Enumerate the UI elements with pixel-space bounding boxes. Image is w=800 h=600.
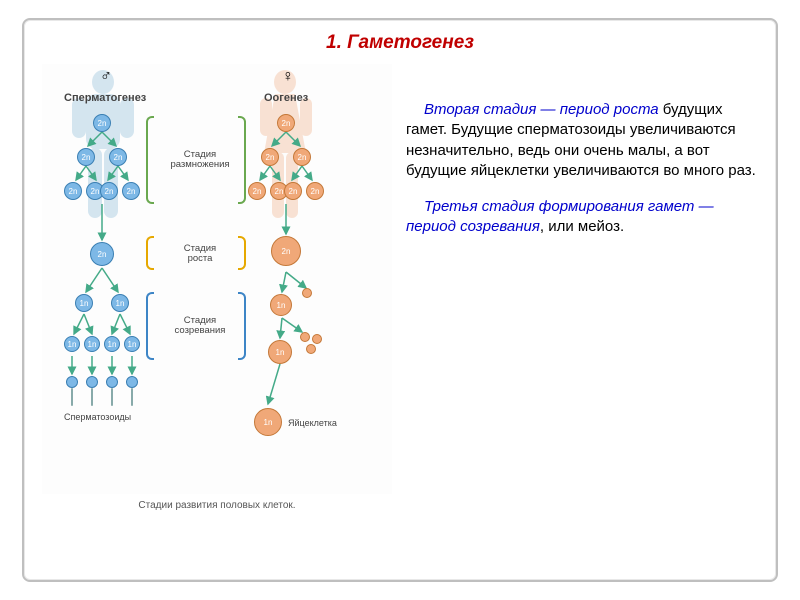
male-cell: 2n — [93, 114, 111, 132]
male-cell: 2n — [100, 182, 118, 200]
gametogenesis-diagram: ♂ ♀ Сперматогенез Оогенез — [42, 64, 392, 494]
male-cell: 1n — [75, 294, 93, 312]
sperm-tail — [91, 388, 93, 406]
text-column: Вторая стадия — период роста будущих гам… — [406, 64, 758, 511]
egg-cell: 1n — [254, 408, 282, 436]
male-cell: 2n — [77, 148, 95, 166]
slide-title: 1. Гаметогенез — [42, 32, 758, 54]
p2-rest: , или мейоз. — [540, 218, 624, 235]
male-cell: 2n — [109, 148, 127, 166]
male-symbol: ♂ — [100, 68, 112, 86]
polar-body — [312, 334, 322, 344]
sperm-tail — [71, 388, 73, 406]
male-column-label: Сперматогенез — [64, 92, 146, 104]
diagram-caption: Стадии развития половых клеток. — [42, 500, 392, 511]
female-cell: 2n — [284, 182, 302, 200]
polar-body — [306, 344, 316, 354]
male-cell: 1n — [124, 336, 140, 352]
sperm-tail — [111, 388, 113, 406]
sperm-cell — [66, 376, 78, 388]
diagram-column: ♂ ♀ Сперматогенез Оогенез — [42, 64, 392, 511]
slide-frame: 1. Гаметогенез — [22, 18, 778, 582]
sperm-cell — [126, 376, 138, 388]
male-cell: 2n — [64, 182, 82, 200]
male-cell: 2n — [122, 182, 140, 200]
p1-highlight: Вторая стадия — период роста — [424, 101, 659, 118]
female-cell: 1n — [268, 340, 292, 364]
female-cell: 2n — [306, 182, 324, 200]
bracket-stage3-left — [146, 292, 154, 360]
bracket-stage2-left — [146, 236, 154, 270]
stage2-label: Стадияроста — [170, 244, 230, 265]
title-text: 1. Гаметогенез — [326, 32, 474, 53]
female-cell: 2n — [277, 114, 295, 132]
stage1-label: Стадияразмножения — [170, 150, 230, 171]
male-cell: 1n — [84, 336, 100, 352]
male-cell: 1n — [64, 336, 80, 352]
stage3-label: Стадиясозревания — [166, 316, 234, 337]
female-column-label: Оогенез — [264, 92, 308, 104]
female-growth-cell: 2n — [271, 236, 301, 266]
paragraph-2: Третья стадия формирования гамет — перио… — [406, 197, 758, 238]
female-cell: 1n — [270, 294, 292, 316]
sperm-tail — [131, 388, 133, 406]
egg-result-label: Яйцеклетка — [288, 418, 337, 428]
paragraph-1: Вторая стадия — период роста будущих гам… — [406, 100, 758, 181]
bracket-stage3-right — [238, 292, 246, 360]
polar-body — [300, 332, 310, 342]
bracket-stage2-right — [238, 236, 246, 270]
bracket-stage1-left — [146, 116, 154, 204]
sperm-cell — [106, 376, 118, 388]
female-cell: 2n — [293, 148, 311, 166]
female-symbol: ♀ — [282, 68, 294, 86]
sperm-cell — [86, 376, 98, 388]
sperm-result-label: Сперматозоиды — [64, 412, 131, 422]
polar-body — [302, 288, 312, 298]
female-cell: 2n — [248, 182, 266, 200]
female-cell: 2n — [261, 148, 279, 166]
bracket-stage1-right — [238, 116, 246, 204]
content-row: ♂ ♀ Сперматогенез Оогенез — [42, 64, 758, 511]
male-cell: 1n — [104, 336, 120, 352]
male-cell: 1n — [111, 294, 129, 312]
male-growth-cell: 2n — [90, 242, 114, 266]
